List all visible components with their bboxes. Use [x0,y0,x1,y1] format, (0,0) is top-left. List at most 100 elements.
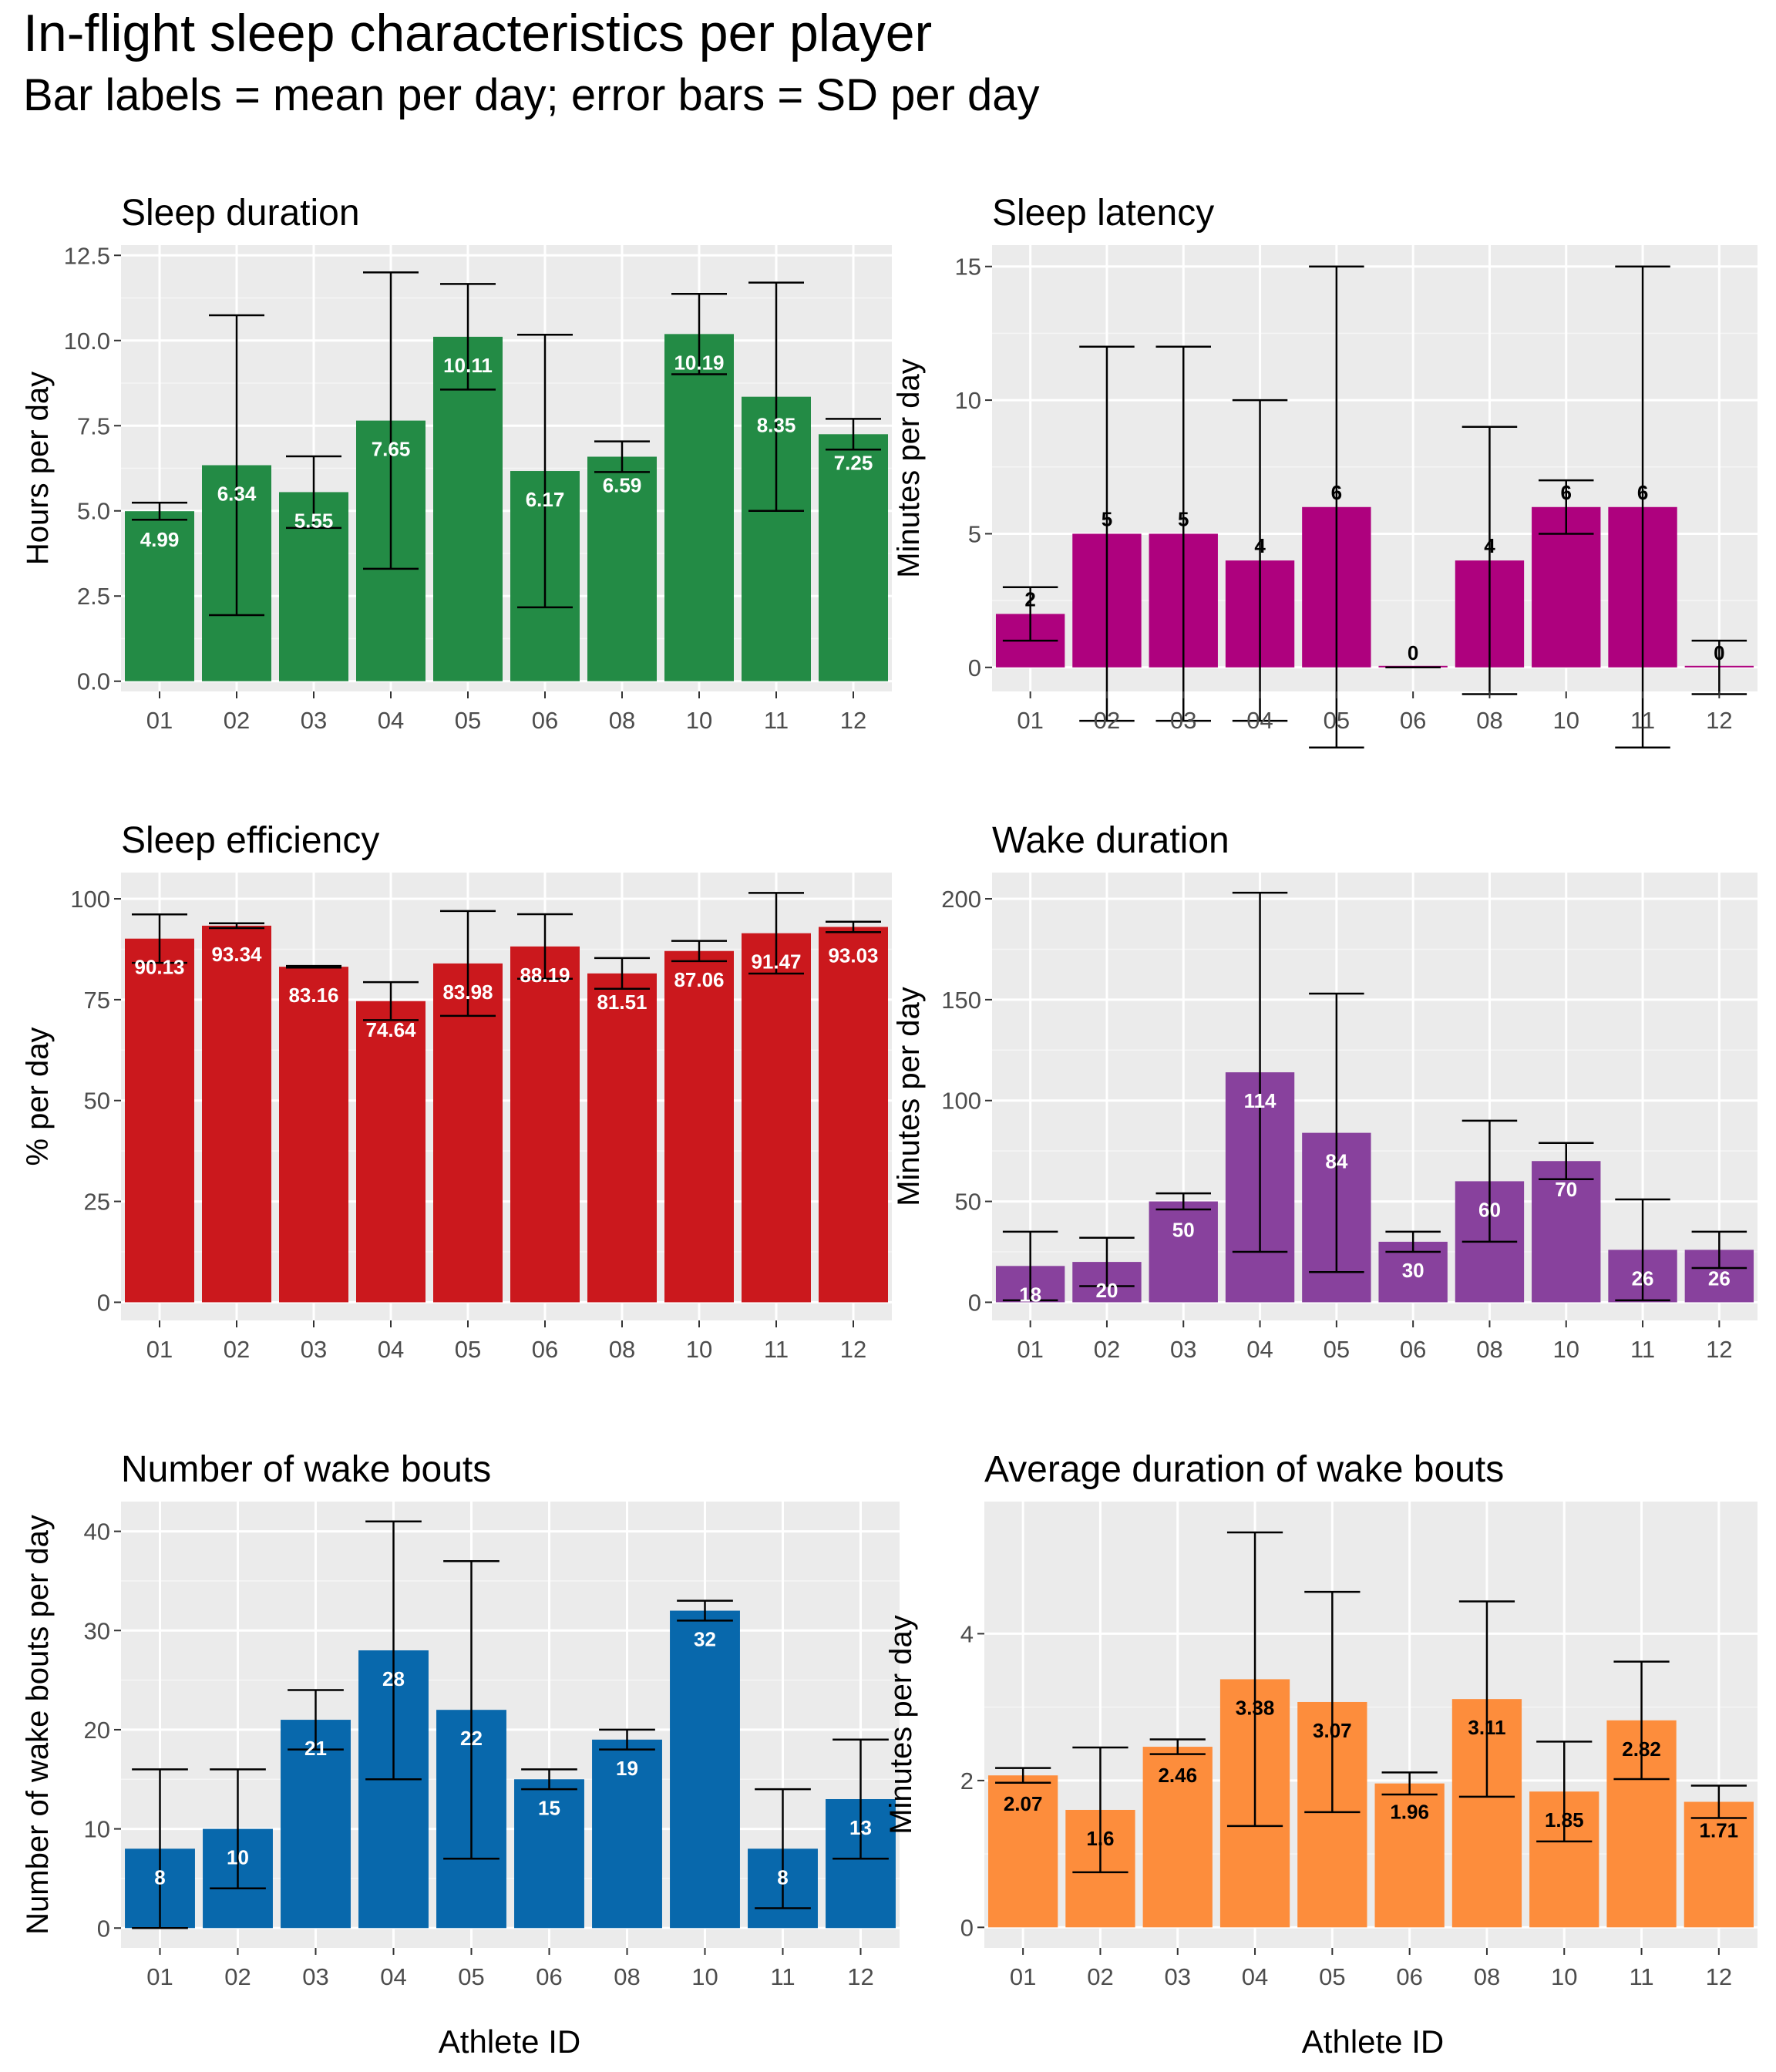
x-tick-label-04: 04 [1246,1336,1273,1363]
x-tick-label-03: 03 [1170,707,1196,734]
error-bar-01 [1002,1230,1058,1302]
x-tick-label-04: 04 [378,707,404,734]
x-tick-label-11: 11 [1630,707,1655,734]
x-tick-label-02: 02 [224,1963,251,1990]
value-label-03: 5 [1178,507,1189,530]
y-tick-label: 150 [941,987,981,1014]
error-bar-04 [363,980,419,1021]
value-label-10: 87.06 [674,968,724,991]
x-tick-label-02: 02 [1087,1963,1113,1990]
error-bar-04 [1232,891,1288,1253]
panel-title: Sleep efficiency [121,820,379,861]
x-tick-label-01: 01 [146,1963,173,1990]
error-bar-04 [1226,1531,1283,1828]
x-tick-label-08: 08 [609,1336,635,1363]
x-axis-label-left: Athlete ID [438,2023,581,2060]
x-tick-label-02: 02 [1094,1336,1120,1363]
value-label-02: 6.34 [217,483,257,506]
value-label-01: 8 [154,1865,165,1889]
value-label-11: 91.47 [751,950,801,974]
x-tick-label-11: 11 [1630,1336,1655,1363]
x-tick-label-10: 10 [691,1963,718,1990]
bar-10 [670,1610,740,1929]
value-label-12: 7.25 [834,451,873,474]
value-label-03: 50 [1172,1219,1195,1242]
error-bar-12 [1690,1784,1747,1819]
error-bar-01 [995,1767,1051,1784]
value-label-01: 2.07 [1004,1792,1043,1815]
x-tick-label-01: 01 [146,707,173,734]
bar-05 [433,336,503,681]
x-tick-label-05: 05 [1319,1963,1345,1990]
bar-06 [514,1779,584,1929]
y-tick-label: 20 [84,1717,110,1744]
chart-panel-6: 0242.071.62.463.383.071.963.111.852.821.… [884,1449,1758,1990]
value-label-01: 18 [1019,1283,1041,1306]
value-label-05: 6 [1331,481,1342,504]
bar-10 [1532,1161,1601,1303]
bar-11 [742,933,811,1303]
panel-title: Sleep duration [121,193,360,234]
error-bar-02 [1079,345,1135,722]
error-bar-12 [832,1738,889,1860]
x-tick-label-06: 06 [1400,707,1426,734]
x-tick-label-12: 12 [1706,1963,1732,1990]
y-axis-label: % per day [21,1027,55,1166]
y-tick-label: 2 [960,1768,974,1794]
error-bar-08 [599,1728,655,1751]
x-tick-label-11: 11 [770,1963,795,1990]
value-label-02: 93.34 [211,943,262,966]
error-bar-02 [1072,1746,1128,1874]
y-tick-label: 12.5 [64,242,110,269]
error-bar-06 [517,913,573,980]
chart-panel-5: 0 10 20 30 40 8 10 21 28 22 15 19 32 8 13 01 02 03 04 05 06 0… [21,1449,900,1990]
y-tick-label: 0.0 [77,668,110,695]
value-label-08: 4 [1484,534,1495,557]
value-label-05: 10.11 [443,354,493,377]
main-title: In-flight sleep characteristics per play… [23,4,933,62]
value-label-10: 70 [1555,1178,1577,1201]
x-tick-label-10: 10 [686,707,712,734]
x-tick-label-12: 12 [1706,1336,1732,1363]
bar-04 [356,1001,426,1303]
x-axis-label-right: Athlete ID [1301,2023,1445,2060]
bar-03 [281,1720,351,1929]
error-bar-08 [1462,1119,1518,1243]
bar-06 [1374,1783,1445,1928]
error-bar-05 [440,910,496,1018]
x-tick-label-01: 01 [1010,1963,1036,1990]
error-bar-06 [1385,1230,1441,1253]
value-label-02: 1.6 [1086,1827,1114,1850]
y-tick-label: 2.5 [77,583,110,610]
value-label-02: 5 [1102,507,1112,530]
x-tick-label-04: 04 [1246,707,1273,734]
bar-12 [819,434,888,681]
value-label-11: 6 [1637,481,1648,504]
value-label-12: 13 [849,1816,872,1839]
error-bar-12 [826,418,881,451]
panel-title: Wake duration [992,820,1229,861]
value-label-10: 1.85 [1545,1808,1584,1832]
y-tick-label: 7.5 [77,412,110,439]
bar-08 [587,973,657,1303]
x-tick-label-06: 06 [536,1963,562,1990]
error-bar-12 [826,920,881,933]
value-label-11: 8.35 [757,414,796,437]
x-tick-label-12: 12 [840,1336,866,1363]
x-tick-label-08: 08 [609,707,635,734]
error-bar-02 [209,314,264,617]
x-tick-label-11: 11 [764,707,789,734]
y-tick-label: 40 [84,1519,110,1546]
x-tick-label-03: 03 [1165,1963,1191,1990]
value-label-02: 10 [227,1846,249,1869]
error-bar-03 [1149,1738,1206,1755]
error-bar-10 [671,940,727,963]
y-axis-label: Minutes per day [884,1615,918,1835]
y-axis-label: Number of wake bouts per day [21,1515,55,1935]
value-label-05: 84 [1325,1150,1347,1173]
x-tick-label-08: 08 [614,1963,640,1990]
x-tick-label-03: 03 [301,1336,327,1363]
value-label-06: 6.17 [526,488,565,511]
value-label-03: 83.16 [288,984,338,1007]
